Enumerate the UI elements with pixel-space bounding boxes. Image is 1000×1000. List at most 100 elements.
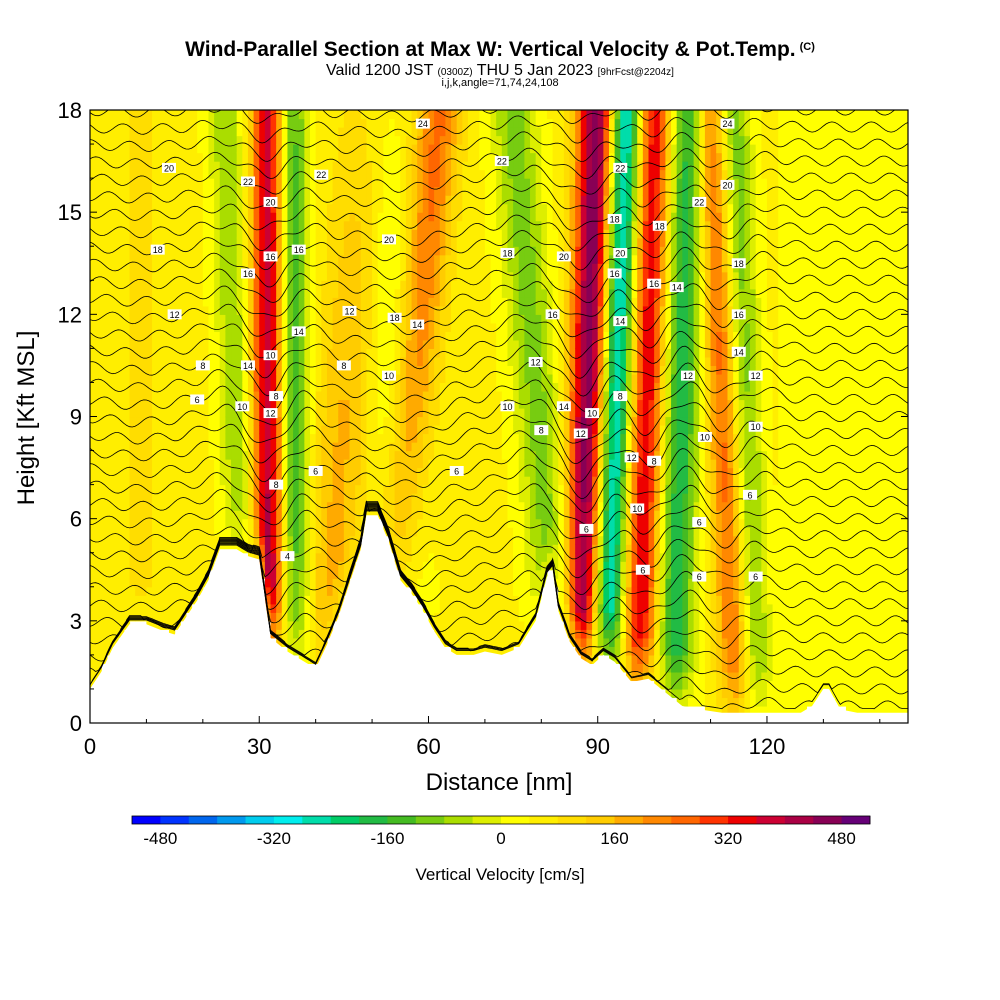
w-cell xyxy=(513,365,520,375)
w-cell xyxy=(326,314,334,324)
w-cell xyxy=(118,212,125,222)
w-cell xyxy=(558,442,565,452)
w-cell xyxy=(168,246,176,256)
w-cell xyxy=(95,237,102,247)
w-cell xyxy=(112,237,119,247)
w-cell xyxy=(355,305,362,315)
w-cell xyxy=(231,271,238,281)
w-cell xyxy=(321,382,328,392)
w-cell xyxy=(123,569,131,579)
w-cell xyxy=(462,280,469,290)
w-cell xyxy=(174,186,181,196)
w-cell xyxy=(530,501,537,511)
w-cell xyxy=(315,195,322,205)
w-cell xyxy=(524,365,531,375)
w-cell xyxy=(293,629,300,639)
w-cell xyxy=(360,144,368,154)
w-cell xyxy=(490,425,497,435)
w-cell xyxy=(501,629,509,639)
w-cell xyxy=(405,382,413,392)
w-cell xyxy=(321,246,328,256)
w-cell xyxy=(123,442,131,452)
w-cell xyxy=(112,476,119,486)
w-cell xyxy=(123,348,131,358)
w-cell xyxy=(428,195,435,205)
w-cell xyxy=(524,288,531,298)
w-cell xyxy=(310,399,317,409)
w-cell xyxy=(343,271,351,281)
w-cell xyxy=(552,237,559,247)
w-cell xyxy=(366,212,373,222)
w-cell xyxy=(456,297,463,307)
w-cell xyxy=(163,373,170,384)
w-cell xyxy=(135,365,142,375)
w-cell xyxy=(293,203,300,213)
w-cell xyxy=(445,425,452,435)
w-cell xyxy=(185,118,193,128)
w-cell xyxy=(332,237,339,247)
w-cell xyxy=(326,297,334,307)
w-cell xyxy=(310,578,317,588)
w-cell xyxy=(451,271,458,281)
w-cell xyxy=(535,203,542,213)
w-cell xyxy=(366,450,373,460)
w-cell xyxy=(163,365,170,375)
w-cell xyxy=(338,510,345,520)
w-cell xyxy=(507,442,514,452)
w-cell xyxy=(208,280,215,290)
w-cell xyxy=(231,416,238,426)
w-cell xyxy=(168,433,176,443)
w-cell xyxy=(123,195,131,205)
w-cell xyxy=(507,578,514,588)
w-cell xyxy=(473,390,480,401)
w-cell xyxy=(180,322,187,332)
w-cell xyxy=(101,467,108,477)
w-cell xyxy=(281,356,289,367)
w-cell xyxy=(293,144,300,154)
w-cell xyxy=(135,212,142,222)
w-cell xyxy=(276,425,283,435)
w-cell xyxy=(106,195,114,205)
w-cell xyxy=(366,459,373,469)
w-cell xyxy=(219,212,226,222)
w-cell xyxy=(231,331,238,341)
w-cell xyxy=(287,569,294,579)
w-cell xyxy=(264,425,272,435)
w-cell xyxy=(293,339,300,349)
w-cell xyxy=(146,433,153,443)
w-cell xyxy=(185,501,193,511)
w-cell xyxy=(546,552,554,562)
w-cell xyxy=(208,399,215,409)
w-cell xyxy=(473,510,480,520)
w-cell xyxy=(405,442,413,452)
w-cell xyxy=(259,399,266,409)
w-cell xyxy=(101,561,108,571)
w-cell xyxy=(332,322,339,332)
w-cell xyxy=(112,110,119,120)
w-cell xyxy=(293,484,300,494)
w-cell xyxy=(400,246,407,256)
w-cell xyxy=(417,348,424,358)
w-cell xyxy=(479,620,486,630)
w-cell xyxy=(129,433,136,443)
w-cell xyxy=(129,237,136,247)
w-cell xyxy=(524,578,531,588)
w-cell xyxy=(293,314,300,324)
w-cell xyxy=(496,356,503,367)
w-cell xyxy=(310,493,317,503)
w-cell xyxy=(304,144,311,154)
w-cell xyxy=(377,382,384,392)
w-cell xyxy=(129,535,136,545)
w-cell xyxy=(546,535,554,545)
w-cell xyxy=(479,459,486,469)
w-cell xyxy=(191,527,198,537)
w-cell xyxy=(281,263,289,273)
w-cell xyxy=(394,544,401,554)
w-cell xyxy=(304,382,311,392)
w-cell xyxy=(524,152,531,162)
w-cell xyxy=(326,178,334,188)
w-cell xyxy=(490,203,497,213)
w-cell xyxy=(140,118,148,128)
w-cell xyxy=(152,169,159,179)
w-cell xyxy=(541,407,548,418)
